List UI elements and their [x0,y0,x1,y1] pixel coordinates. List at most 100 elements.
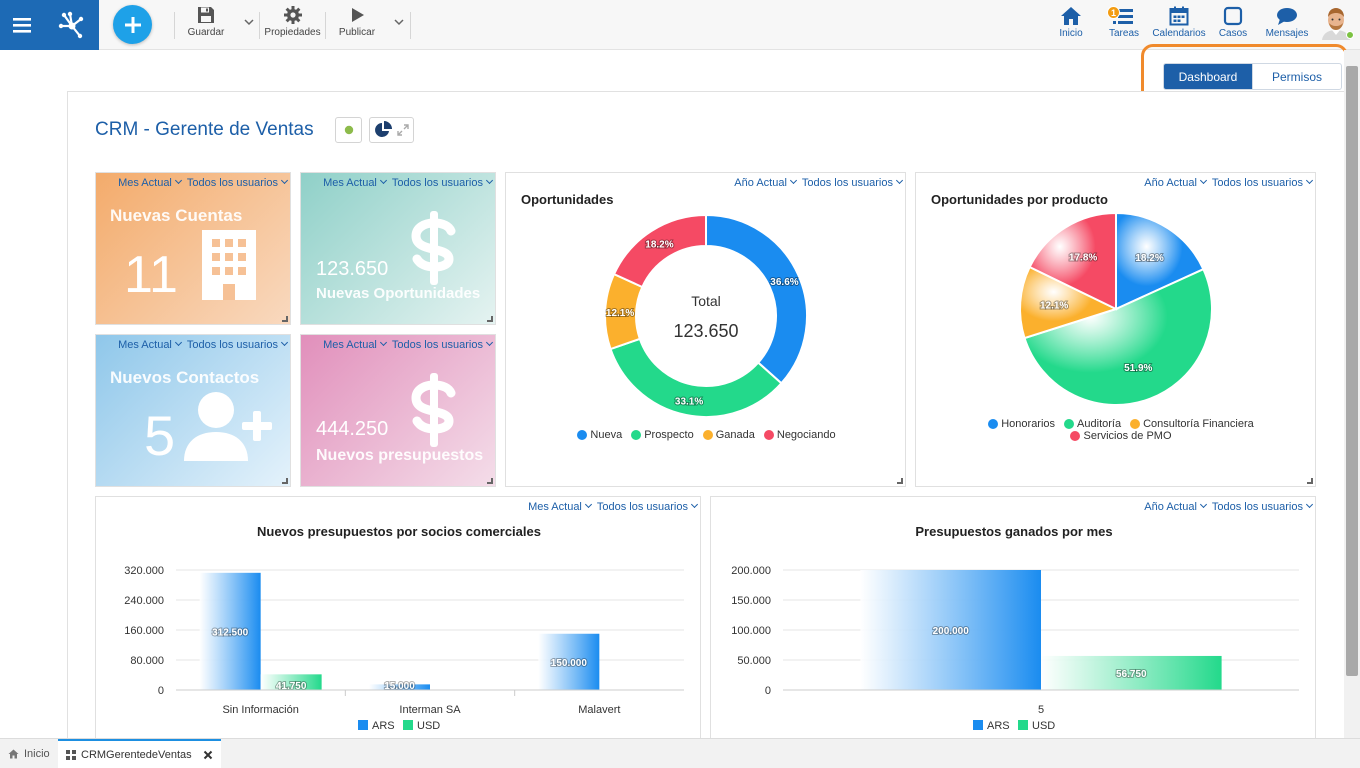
donut-center-value: 123.650 [673,321,739,341]
users-filter[interactable]: Todos los usuarios [1212,501,1312,513]
view-toggle: Dashboard Permisos [1163,63,1342,90]
resize-handle[interactable] [282,478,288,484]
home-icon [8,749,19,759]
slice-data-label: 51.9% [1124,363,1152,374]
top-toolbar: Guardar Propiedades Publicar Inicio Tare… [0,0,1360,50]
chart-title: Nuevos presupuestos por socios comercial… [257,524,541,539]
bar-data-label: 312.500 [212,627,249,638]
budgets-by-partner-bar-chart[interactable]: 080.000160.000240.000320.000312.50041.75… [96,552,702,742]
legend-label: Ganada [715,429,755,441]
period-filter[interactable]: Mes Actual [323,177,386,189]
save-button[interactable]: Guardar [186,6,226,46]
kpi-card-new-opportunities[interactable]: Mes Actual Todos los usuarios 123.650 Nu… [300,172,496,325]
nav-cases[interactable]: Casos [1217,6,1249,46]
status-button[interactable] [335,117,362,143]
toolbar-divider [174,12,175,39]
period-filter[interactable]: Mes Actual [118,177,181,189]
users-filter[interactable]: Todos los usuarios [597,501,697,513]
won-budgets-by-month-card: Año Actual Todos los usuarios Presupuest… [710,496,1316,741]
opportunities-by-product-pie-chart[interactable]: 18.2% 51.9% 12.1% 17.8% [1011,211,1221,411]
period-filter[interactable]: Mes Actual [118,339,181,351]
nav-calendars[interactable]: Calendarios [1152,6,1206,46]
bar[interactable] [199,572,261,690]
won-budgets-by-month-bar-chart[interactable]: 0 50.000 100.000 150.000 200.000 200.000 56.75… [711,552,1317,742]
tab-permissions[interactable]: Permisos [1271,69,1322,84]
y-tick-label: 160.000 [124,625,164,637]
y-tick-label: 80.000 [130,655,164,667]
y-tick-label: 0 [765,685,771,697]
legend-item[interactable]: Servicios de PMO [1070,430,1172,442]
hamburger-icon [13,18,31,33]
bottom-tab-home[interactable]: Inicio [0,739,58,768]
resize-handle[interactable] [1307,478,1313,484]
resize-handle[interactable] [282,316,288,322]
slice-honorarios[interactable] [1115,211,1205,311]
chart-title: Oportunidades [521,192,614,207]
users-filter[interactable]: Todos los usuarios [392,177,492,189]
app-logo[interactable] [44,0,99,50]
nav-messages[interactable]: Mensajes [1265,6,1309,46]
period-filter[interactable]: Mes Actual [528,501,591,513]
legend-item[interactable]: Consultoría Financiera [1130,418,1254,430]
tab-dashboard[interactable]: Dashboard [1164,64,1253,89]
tasks-count-badge: 1 [1107,6,1120,19]
dollar-icon [411,373,456,447]
period-filter[interactable]: Año Actual [1144,177,1206,189]
bar[interactable] [538,633,600,690]
users-filter[interactable]: Todos los usuarios [187,177,287,189]
period-filter[interactable]: Año Actual [1144,501,1206,513]
nav-messages-label: Mensajes [1265,28,1309,39]
legend-item[interactable]: Nueva [577,429,622,441]
nav-home[interactable]: Inicio [1055,6,1087,46]
slice-auditor-a[interactable] [1023,267,1213,406]
kpi-card-new-accounts[interactable]: Mes Actual Todos los usuarios Nuevas Cue… [95,172,291,325]
legend-swatch[interactable] [358,720,368,730]
publish-options-chevron-icon[interactable] [394,18,404,26]
legend-item[interactable]: Auditoría [1064,418,1121,430]
y-tick-label: 200.000 [731,565,771,577]
resize-handle[interactable] [487,316,493,322]
publish-button[interactable]: Publicar [336,6,378,46]
bar[interactable] [860,570,1041,690]
legend-item[interactable]: Prospecto [631,429,694,441]
slice-servicios-de-pmo[interactable] [1028,211,1117,311]
bar[interactable] [1041,655,1222,690]
period-filter[interactable]: Mes Actual [323,339,386,351]
chart-options-button[interactable] [369,117,414,143]
users-filter[interactable]: Todos los usuarios [392,339,492,351]
bar-data-label: 200.000 [933,626,970,637]
legend-item[interactable]: Honorarios [988,418,1055,430]
legend-item[interactable]: Negociando [763,429,836,441]
opportunities-donut-chart[interactable]: 36.6% 33.1% 12.1% 18.2% [601,211,811,421]
bar[interactable] [369,684,430,690]
users-filter[interactable]: Todos los usuarios [187,339,287,351]
bar[interactable] [260,674,322,690]
resize-handle[interactable] [487,478,493,484]
slice-consultor-a-financiera[interactable] [1019,265,1119,340]
slice-negociando[interactable] [612,213,707,289]
chart-legend: Nueva Prospecto Ganada Negociando [516,429,897,441]
scrollbar-thumb[interactable] [1346,66,1358,676]
legend-swatch[interactable] [403,720,413,730]
properties-button[interactable]: Propiedades [264,6,321,46]
users-filter[interactable]: Todos los usuarios [802,177,902,189]
legend-swatch [1130,419,1141,429]
slice-prospecto[interactable] [609,337,783,418]
legend-label: ARS [372,720,395,732]
period-filter[interactable]: Año Actual [734,177,796,189]
save-options-chevron-icon[interactable] [244,18,254,26]
legend-label: Nueva [590,429,623,441]
legend-item[interactable]: Ganada [702,429,755,441]
add-button[interactable] [113,5,152,44]
legend-swatch[interactable] [1018,720,1028,730]
hamburger-menu-button[interactable] [0,0,44,50]
legend-label: USD [1032,720,1055,732]
close-icon[interactable] [203,750,213,760]
resize-handle[interactable] [897,478,903,484]
bottom-tab-crm[interactable]: CRMGerentedeVentas [58,739,221,768]
kpi-title: Nuevos presupuestos [316,447,484,464]
kpi-card-new-contacts[interactable]: Mes Actual Todos los usuarios Nuevos Con… [95,334,291,487]
legend-swatch[interactable] [973,720,983,730]
users-filter[interactable]: Todos los usuarios [1212,177,1312,189]
kpi-card-new-budgets[interactable]: Mes Actual Todos los usuarios 444.250 Nu… [300,334,496,487]
